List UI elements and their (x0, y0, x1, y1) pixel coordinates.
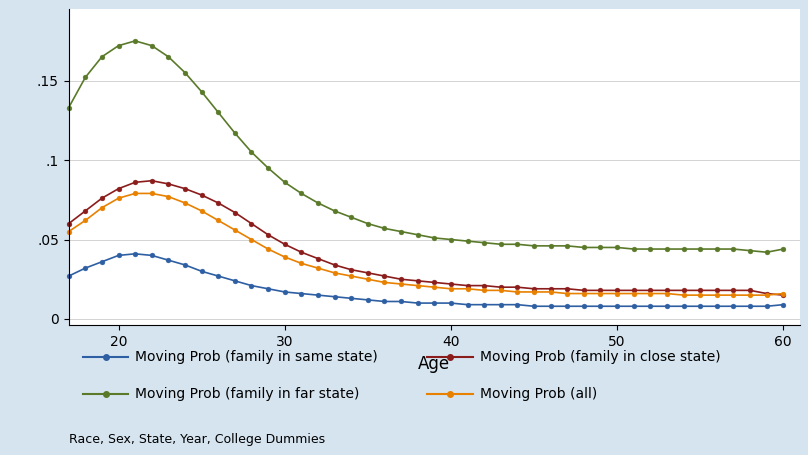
Text: Moving Prob (family in far state): Moving Prob (family in far state) (136, 387, 360, 401)
Text: Moving Prob (family in close state): Moving Prob (family in close state) (480, 350, 721, 364)
Text: Moving Prob (all): Moving Prob (all) (480, 387, 597, 401)
X-axis label: Age: Age (419, 354, 450, 373)
Text: Race, Sex, State, Year, College Dummies: Race, Sex, State, Year, College Dummies (69, 433, 325, 446)
Text: Moving Prob (family in same state): Moving Prob (family in same state) (136, 350, 378, 364)
